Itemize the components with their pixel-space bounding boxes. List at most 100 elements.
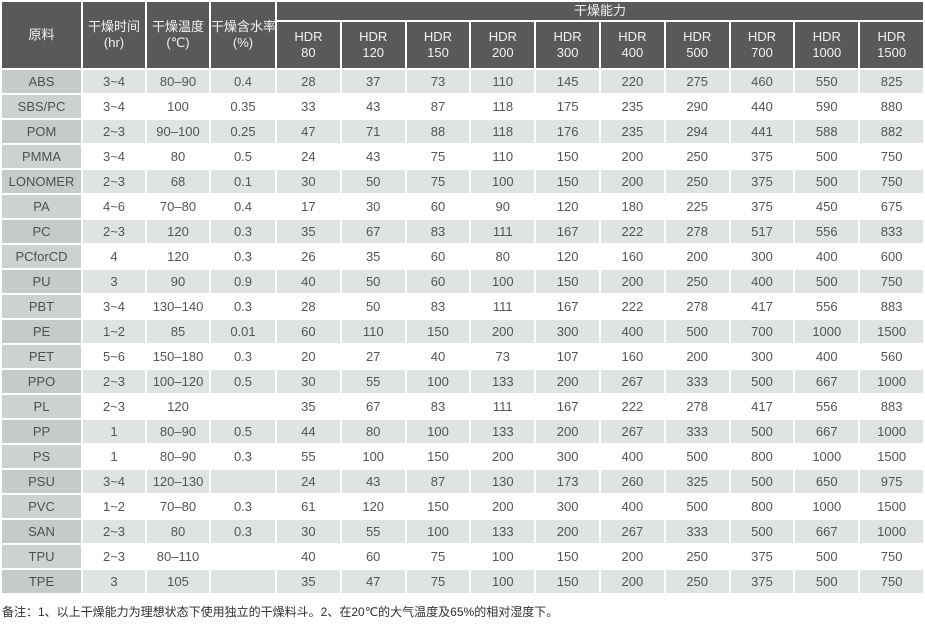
capacity-cell: 225 [665,195,729,218]
time-cell: 2~3 [83,545,145,568]
capacity-cell: 24 [277,145,340,168]
capacity-cell: 26 [277,245,340,268]
capacity-cell: 35 [341,245,405,268]
capacity-cell: 200 [665,245,729,268]
capacity-cell: 40 [277,545,340,568]
temp-cell: 80–90 [147,70,209,93]
capacity-cell: 278 [665,395,729,418]
capacity-cell: 100 [471,570,535,593]
capacity-cell: 133 [471,370,535,393]
capacity-cell: 882 [860,120,923,143]
capacity-cell: 118 [471,120,535,143]
material-cell: POM [2,120,81,143]
capacity-cell: 111 [471,395,535,418]
temp-cell: 80 [147,520,209,543]
capacity-cell: 200 [471,495,535,518]
capacity-cell: 30 [341,195,405,218]
capacity-cell: 40 [277,270,340,293]
capacity-cell: 100 [471,270,535,293]
capacity-cell: 167 [536,295,599,318]
table-body: ABS 3~4 80–90 0.4 28 37 73 110 145 220 275 460 550 82… [2,70,923,593]
header-line: 1500 [877,45,907,60]
capacity-cell: 222 [600,220,664,243]
time-cell: 3~4 [83,470,145,493]
time-cell: 2~3 [83,170,145,193]
capacity-cell: 1000 [795,320,859,343]
moisture-cell: 0.35 [211,95,275,118]
capacity-cell: 333 [665,520,729,543]
table-row: TPE 3 105 35 47 75 100 150 200 250 375 500 750 [2,570,923,593]
time-cell: 1~2 [83,320,145,343]
capacity-cell: 83 [406,220,470,243]
capacity-cell: 150 [536,570,599,593]
capacity-cell: 500 [730,420,794,443]
capacity-cell: 975 [860,470,923,493]
capacity-cell: 180 [600,195,664,218]
capacity-cell: 500 [795,145,859,168]
header-line: HDR [812,29,841,44]
capacity-cell: 556 [795,220,859,243]
temp-cell: 80–90 [147,420,209,443]
time-cell: 3 [83,570,145,593]
table-row: ABS 3~4 80–90 0.4 28 37 73 110 145 220 275 460 550 82… [2,70,923,93]
header-hdr-200: HDR 200 [471,22,535,68]
capacity-cell: 250 [665,145,729,168]
header-row-models: HDR 80 HDR 120 HDR 150 HDR 200 HDR 300 HDR 400 HDR 50… [2,22,923,68]
capacity-cell: 235 [600,95,664,118]
moisture-cell: 0.25 [211,120,275,143]
header-hdr-1000: HDR 1000 [795,22,859,68]
capacity-cell: 73 [471,345,535,368]
capacity-cell: 300 [730,345,794,368]
header-line: HDR [359,29,388,44]
capacity-cell: 40 [406,345,470,368]
capacity-cell: 500 [730,470,794,493]
time-cell: 1 [83,445,145,468]
material-cell: TPU [2,545,81,568]
capacity-cell: 250 [665,270,729,293]
material-cell: TPE [2,570,81,593]
header-line: 原料 [28,27,55,42]
capacity-cell: 500 [795,170,859,193]
capacity-cell: 500 [665,320,729,343]
capacity-cell: 278 [665,220,729,243]
time-cell: 2~3 [83,120,145,143]
header-line: 200 [491,45,514,60]
capacity-cell: 300 [536,320,599,343]
header-line: HDR [618,29,647,44]
capacity-cell: 500 [730,520,794,543]
capacity-cell: 60 [277,320,340,343]
time-cell: 1 [83,420,145,443]
table-row: PC 2~3 120 0.3 35 67 83 111 167 222 278 517 556 833 [2,220,923,243]
header-line: HDR [747,29,777,44]
capacity-cell: 150 [406,495,470,518]
header-time: 干燥时间 (hr) [83,2,145,68]
table-row: POM 2~3 90–100 0.25 47 71 88 118 176 235 294 441 588… [2,120,923,143]
time-cell: 3~4 [83,70,145,93]
capacity-cell: 200 [536,370,599,393]
table-row: SBS/PC 3~4 100 0.35 33 43 87 118 175 235 290 440 590… [2,95,923,118]
time-cell: 2~3 [83,520,145,543]
time-cell: 3 [83,270,145,293]
capacity-cell: 200 [471,445,535,468]
capacity-cell: 1000 [795,445,859,468]
header-hdr-700: HDR 700 [730,22,794,68]
table-row: PE 1~2 85 0.01 60 110 150 200 300 400 500 700 1000 15… [2,320,923,343]
capacity-cell: 150 [406,320,470,343]
capacity-cell: 375 [730,195,794,218]
header-line: 80 [301,45,316,60]
header-line: 干燥温度 [151,19,204,34]
capacity-cell: 800 [730,445,794,468]
table-row: SAN 2~3 80 0.3 30 55 100 133 200 267 333 500 667 1000 [2,520,923,543]
capacity-cell: 50 [341,270,405,293]
header-hdr-150: HDR 150 [406,22,470,68]
capacity-cell: 200 [471,320,535,343]
table-row: PL 2~3 120 35 67 83 111 167 222 278 417 556 883 [2,395,923,418]
capacity-cell: 173 [536,470,599,493]
capacity-cell: 150 [536,145,599,168]
capacity-cell: 167 [536,395,599,418]
capacity-cell: 43 [341,145,405,168]
temp-cell: 100–120 [147,370,209,393]
capacity-cell: 1000 [795,495,859,518]
capacity-cell: 550 [795,70,859,93]
capacity-cell: 110 [471,145,535,168]
